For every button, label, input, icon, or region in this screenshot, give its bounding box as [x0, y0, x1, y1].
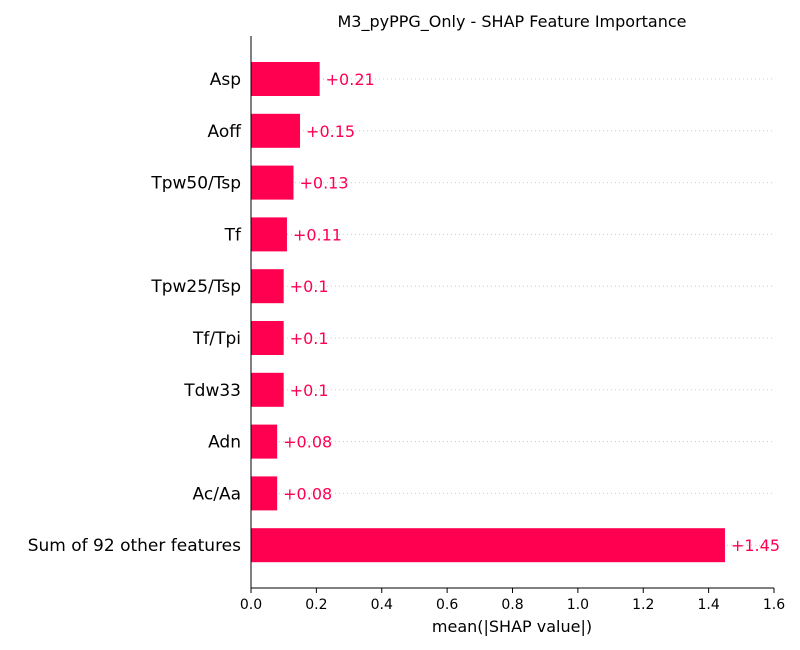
x-axis-ticks: 0.0 0.2 0.4 0.6 0.8 1.0 1.2 1.4 1.6 — [240, 588, 785, 613]
value-label-asp: +0.21 — [326, 70, 375, 89]
category-label-tdw33: Tdw33 — [183, 381, 241, 401]
category-label-tpw50-tsp: Tpw50/Tsp — [150, 174, 241, 194]
bar-tpw25-tsp — [251, 269, 284, 304]
x-axis-label: mean(|SHAP value|) — [432, 617, 592, 636]
chart-title: M3_pyPPG_Only - SHAP Feature Importance — [338, 12, 687, 32]
value-label-tf-tpi: +0.1 — [290, 329, 329, 348]
bar-tf — [251, 217, 287, 252]
bar-tf-tpi — [251, 321, 284, 355]
value-labels: +0.21 +0.15 +0.13 +0.11 +0.1 +0.1 +0.1 +0.08 +0.… — [283, 70, 780, 555]
bar-tdw33 — [251, 372, 284, 407]
value-label-tf: +0.11 — [293, 225, 342, 244]
bar-aoff — [251, 113, 301, 148]
grid-lines — [251, 78, 774, 546]
category-label-tf: Tf — [224, 225, 242, 245]
category-label-asp: Asp — [210, 70, 241, 90]
category-label-tf-tpi: Tf/Tpi — [192, 329, 241, 349]
bar-asp — [251, 62, 320, 96]
x-tick-label: 0.8 — [501, 597, 523, 613]
bar-adn — [251, 424, 278, 459]
category-label-adn: Adn — [208, 433, 241, 453]
category-labels: Asp Aoff Tpw50/Tsp Tf Tpw25/Tsp Tf/Tpi Tdw33 Ad… — [28, 70, 243, 556]
x-tick-label: 1.4 — [697, 597, 719, 613]
x-tick-label: 0.6 — [436, 597, 458, 613]
x-tick-label: 1.2 — [632, 597, 654, 613]
x-tick-label: 0.2 — [305, 597, 327, 613]
bars — [251, 62, 725, 563]
value-label-adn: +0.08 — [283, 433, 332, 452]
category-label-aoff: Aoff — [208, 122, 243, 142]
bar-ac-aa — [251, 476, 278, 511]
value-label-tpw50-tsp: +0.13 — [299, 174, 348, 193]
x-tick-label: 1.0 — [567, 597, 589, 613]
x-tick-label: 0.4 — [371, 597, 393, 613]
bar-sum-of-92-other-features — [251, 528, 725, 563]
category-label-ac-aa: Ac/Aa — [193, 484, 241, 504]
value-label-aoff: +0.15 — [306, 122, 355, 141]
category-label-sum-of-92-other-features: Sum of 92 other features — [28, 536, 241, 556]
value-label-tdw33: +0.1 — [290, 381, 329, 400]
bar-tpw50-tsp — [251, 165, 294, 200]
x-tick-label: 0.0 — [240, 597, 262, 613]
value-label-tpw25-tsp: +0.1 — [290, 277, 329, 296]
value-label-ac-aa: +0.08 — [283, 484, 332, 503]
x-tick-label: 1.6 — [763, 597, 785, 613]
value-label-sum-of-92-other-features: +1.45 — [731, 536, 780, 555]
category-label-tpw25-tsp: Tpw25/Tsp — [150, 277, 241, 297]
